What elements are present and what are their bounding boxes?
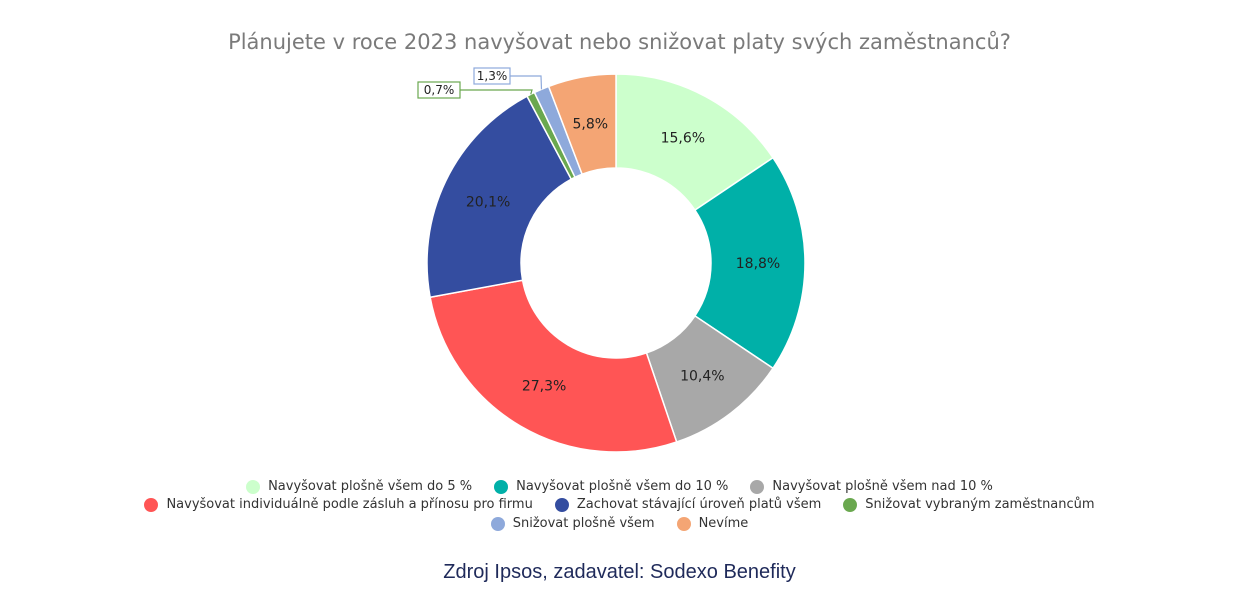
legend-item[interactable]: Nevíme — [676, 516, 749, 531]
callout-line — [510, 75, 543, 90]
slice-label: 10,4% — [680, 369, 724, 385]
legend-marker — [144, 497, 159, 512]
callout-box — [417, 81, 461, 99]
donut-slice[interactable] — [615, 73, 775, 212]
slice-label: 18,8% — [736, 256, 780, 272]
legend-marker — [554, 497, 569, 512]
legend-marker — [676, 516, 691, 531]
donut-chart: 15,6% 18,8% 10,4% 27,3% 20,1% 0,7% 1,3% 5,8% — [417, 67, 806, 453]
legend-row-2: Navyšovat individuálně podle zásluh a př… — [0, 497, 1239, 512]
legend-label: Navyšovat individuálně podle zásluh a př… — [166, 497, 533, 512]
chart-title: Plánujete v roce 2023 navyšovat nebo sni… — [228, 30, 1011, 54]
slice-label: 15,6% — [661, 131, 705, 147]
legend-row-3: Snižovat plošně všem Nevíme — [0, 516, 1239, 531]
slice-label: 20,1% — [466, 194, 510, 210]
legend-label: Navyšovat plošně všem do 10 % — [516, 479, 729, 494]
legend-marker — [494, 479, 509, 494]
legend-item[interactable]: Navyšovat plošně všem nad 10 % — [750, 479, 993, 494]
legend-label: Snižovat plošně všem — [512, 516, 655, 531]
callout-box — [473, 67, 511, 85]
legend-label: Nevíme — [698, 516, 749, 531]
callout-line — [460, 89, 533, 95]
donut-slice[interactable] — [547, 73, 617, 176]
legend-item[interactable]: Zachovat stávající úroveň platů všem — [554, 497, 822, 512]
legend-item[interactable]: Navyšovat plošně všem do 5 % — [246, 479, 472, 494]
slice-label: 0,7% — [424, 83, 455, 97]
legend-item[interactable]: Navyšovat individuálně podle zásluh a př… — [144, 497, 533, 512]
donut-slice[interactable] — [693, 156, 806, 370]
donut-slice[interactable] — [426, 95, 573, 299]
legend-label: Snižovat vybraným zaměstnancům — [865, 497, 1095, 512]
legend-label: Navyšovat plošně všem nad 10 % — [772, 479, 993, 494]
slice-label: 27,3% — [522, 378, 566, 394]
slice-label: 1,3% — [477, 69, 508, 83]
legend-marker — [843, 497, 858, 512]
legend-item[interactable]: Snižovat plošně všem — [490, 516, 655, 531]
source-note: Zdroj Ipsos, zadavatel: Sodexo Benefity — [443, 561, 796, 583]
legend-marker — [246, 479, 261, 494]
legend-label: Zachovat stávající úroveň platů všem — [576, 497, 822, 512]
legend-item[interactable]: Snižovat vybraným zaměstnancům — [843, 497, 1095, 512]
donut-slice[interactable] — [429, 279, 678, 453]
legend-row-1: Navyšovat plošně všem do 5 % Navyšovat p… — [0, 479, 1239, 494]
legend-marker — [750, 479, 765, 494]
legend-marker — [490, 516, 505, 531]
legend-label: Navyšovat plošně všem do 5 % — [268, 479, 473, 494]
legend-item[interactable]: Navyšovat plošně všem do 10 % — [494, 479, 728, 494]
slice-label: 5,8% — [572, 116, 608, 132]
